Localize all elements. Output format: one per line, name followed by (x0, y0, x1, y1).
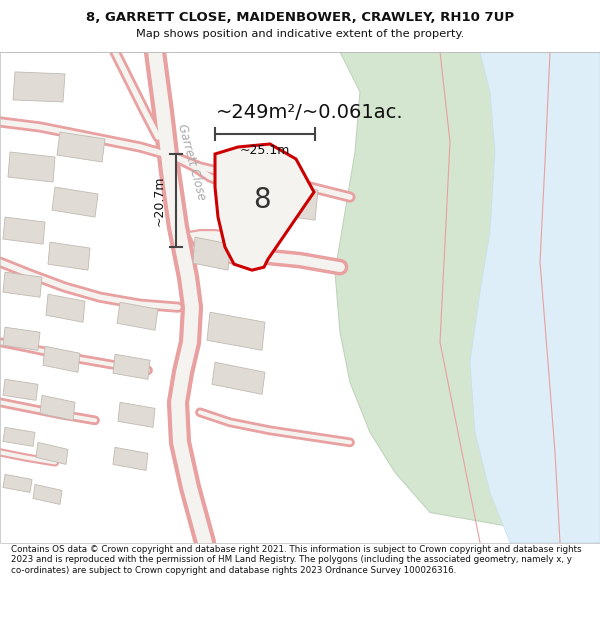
Polygon shape (3, 428, 35, 446)
Polygon shape (113, 354, 150, 379)
Polygon shape (470, 52, 600, 542)
Polygon shape (3, 217, 45, 244)
Polygon shape (48, 242, 90, 270)
Polygon shape (3, 272, 42, 297)
Polygon shape (207, 312, 265, 350)
Polygon shape (188, 230, 255, 264)
Polygon shape (117, 302, 158, 330)
Polygon shape (113, 448, 148, 471)
Text: Garrett Close: Garrett Close (176, 122, 208, 202)
Polygon shape (33, 484, 62, 504)
Polygon shape (212, 362, 265, 394)
Polygon shape (8, 152, 55, 182)
Polygon shape (13, 72, 65, 102)
Polygon shape (3, 328, 40, 350)
Text: 8, GARRETT CLOSE, MAIDENBOWER, CRAWLEY, RH10 7UP: 8, GARRETT CLOSE, MAIDENBOWER, CRAWLEY, … (86, 11, 514, 24)
Polygon shape (215, 144, 314, 270)
Polygon shape (46, 294, 85, 322)
Polygon shape (3, 474, 32, 492)
Polygon shape (43, 346, 80, 372)
Polygon shape (255, 182, 318, 220)
Text: ~249m²/~0.061ac.: ~249m²/~0.061ac. (216, 103, 404, 122)
Text: ~20.7m: ~20.7m (153, 176, 166, 226)
Text: Map shows position and indicative extent of the property.: Map shows position and indicative extent… (136, 29, 464, 39)
Polygon shape (118, 402, 155, 428)
Polygon shape (40, 395, 75, 421)
Polygon shape (335, 52, 600, 542)
Polygon shape (36, 442, 68, 464)
Polygon shape (52, 187, 98, 217)
Text: 8: 8 (253, 186, 271, 214)
Polygon shape (57, 132, 105, 162)
Text: Contains OS data © Crown copyright and database right 2021. This information is : Contains OS data © Crown copyright and d… (11, 545, 581, 575)
Polygon shape (193, 237, 230, 270)
Polygon shape (3, 379, 38, 401)
Text: ~25.1m: ~25.1m (240, 144, 290, 157)
